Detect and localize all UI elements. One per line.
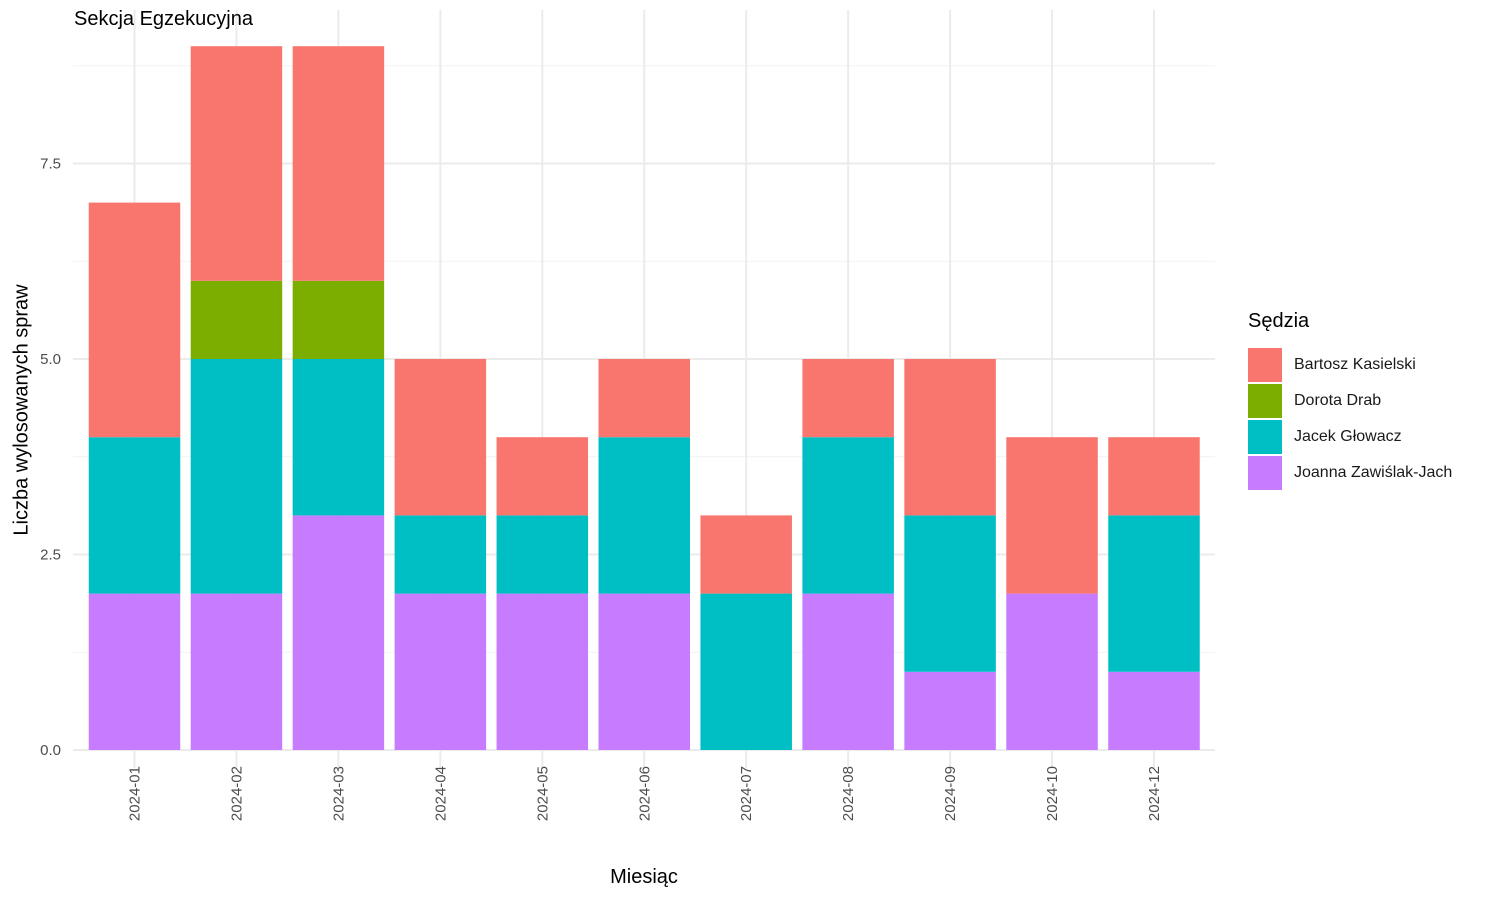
bar-segment [292,359,385,516]
bar-segment [1108,671,1200,750]
x-tick-label: 2024-10 [1044,766,1061,821]
bar-segment [1006,593,1098,750]
bar-segment [1006,437,1098,594]
legend-items: Bartosz Kasielski Dorota Drab Jacek Głowac… [1248,347,1452,491]
x-tick-label: 2024-02 [228,766,245,821]
legend-item: Joanna Zawiślak-Jach [1248,455,1452,491]
chart-title: Sekcja Egzekucyjna [74,8,253,30]
bar-segment [292,515,385,750]
x-tick-label: 2024-01 [127,766,144,821]
bar-segment [496,593,589,750]
bar-segment [700,593,792,750]
x-tick-label: 2024-06 [636,766,653,821]
legend-item: Bartosz Kasielski [1248,347,1452,383]
legend-label: Dorota Drab [1294,392,1382,409]
bar-segment [496,437,589,516]
bar-segment [802,437,894,594]
bars [88,46,1200,750]
y-axis-label: Liczba wylosowanych spraw [10,284,33,536]
y-tick-labels: 0.0 2.5 5.0 7.5 [40,156,61,760]
legend: Sędzia Bartosz Kasielski Dorota Drab Jacek… [1248,310,1452,491]
legend-label: Bartosz Kasielski [1294,356,1416,373]
bar-segment [88,437,181,594]
bar-segment [394,593,487,750]
legend-title: Sędzia [1248,310,1310,332]
x-axis-label: Miesiąc [610,866,678,888]
bar-segment [292,280,385,359]
bar-segment [700,515,792,594]
bar-segment [394,359,487,516]
bar-segment [190,593,283,750]
legend-key [1248,348,1282,382]
y-tick-label: 5.0 [40,351,61,368]
bar-segment [598,593,690,750]
bar-segment [1108,515,1200,672]
legend-item: Dorota Drab [1248,383,1452,419]
x-tick-label: 2024-12 [1146,766,1163,821]
bar-segment [598,437,690,594]
legend-key [1248,420,1282,454]
legend-label: Joanna Zawiślak-Jach [1294,464,1453,481]
x-tick-label: 2024-07 [738,766,755,821]
bar-segment [190,280,283,359]
bar-segment [598,359,690,438]
legend-item: Jacek Głowacz [1248,419,1452,455]
bar-segment [1108,437,1200,516]
y-tick-label: 7.5 [40,156,61,173]
bar-segment [190,359,283,594]
y-tick-label: 2.5 [40,547,61,564]
x-tick-label: 2024-03 [330,766,347,821]
bar-segment [904,515,996,672]
bar-segment [904,359,996,516]
x-tick-label: 2024-04 [432,766,449,821]
x-tick-label: 2024-08 [840,766,857,821]
bar-segment [88,202,181,438]
bar-segment [802,593,894,750]
bar-segment [292,46,385,281]
y-tick-label: 0.0 [40,742,61,759]
bar-segment [496,515,589,594]
x-tick-labels: 2024-01 2024-02 2024-03 2024-04 2024-05 2024-… [127,766,1164,821]
legend-label: Jacek Głowacz [1294,428,1402,445]
x-tick-label: 2024-09 [942,766,959,821]
bar-segment [904,671,996,750]
bar-segment [88,593,181,750]
legend-key [1248,456,1282,490]
x-tick-label: 2024-05 [534,766,551,821]
bar-segment [802,359,894,438]
bar-segment [190,46,283,281]
legend-key [1248,384,1282,418]
bar-segment [394,515,487,594]
